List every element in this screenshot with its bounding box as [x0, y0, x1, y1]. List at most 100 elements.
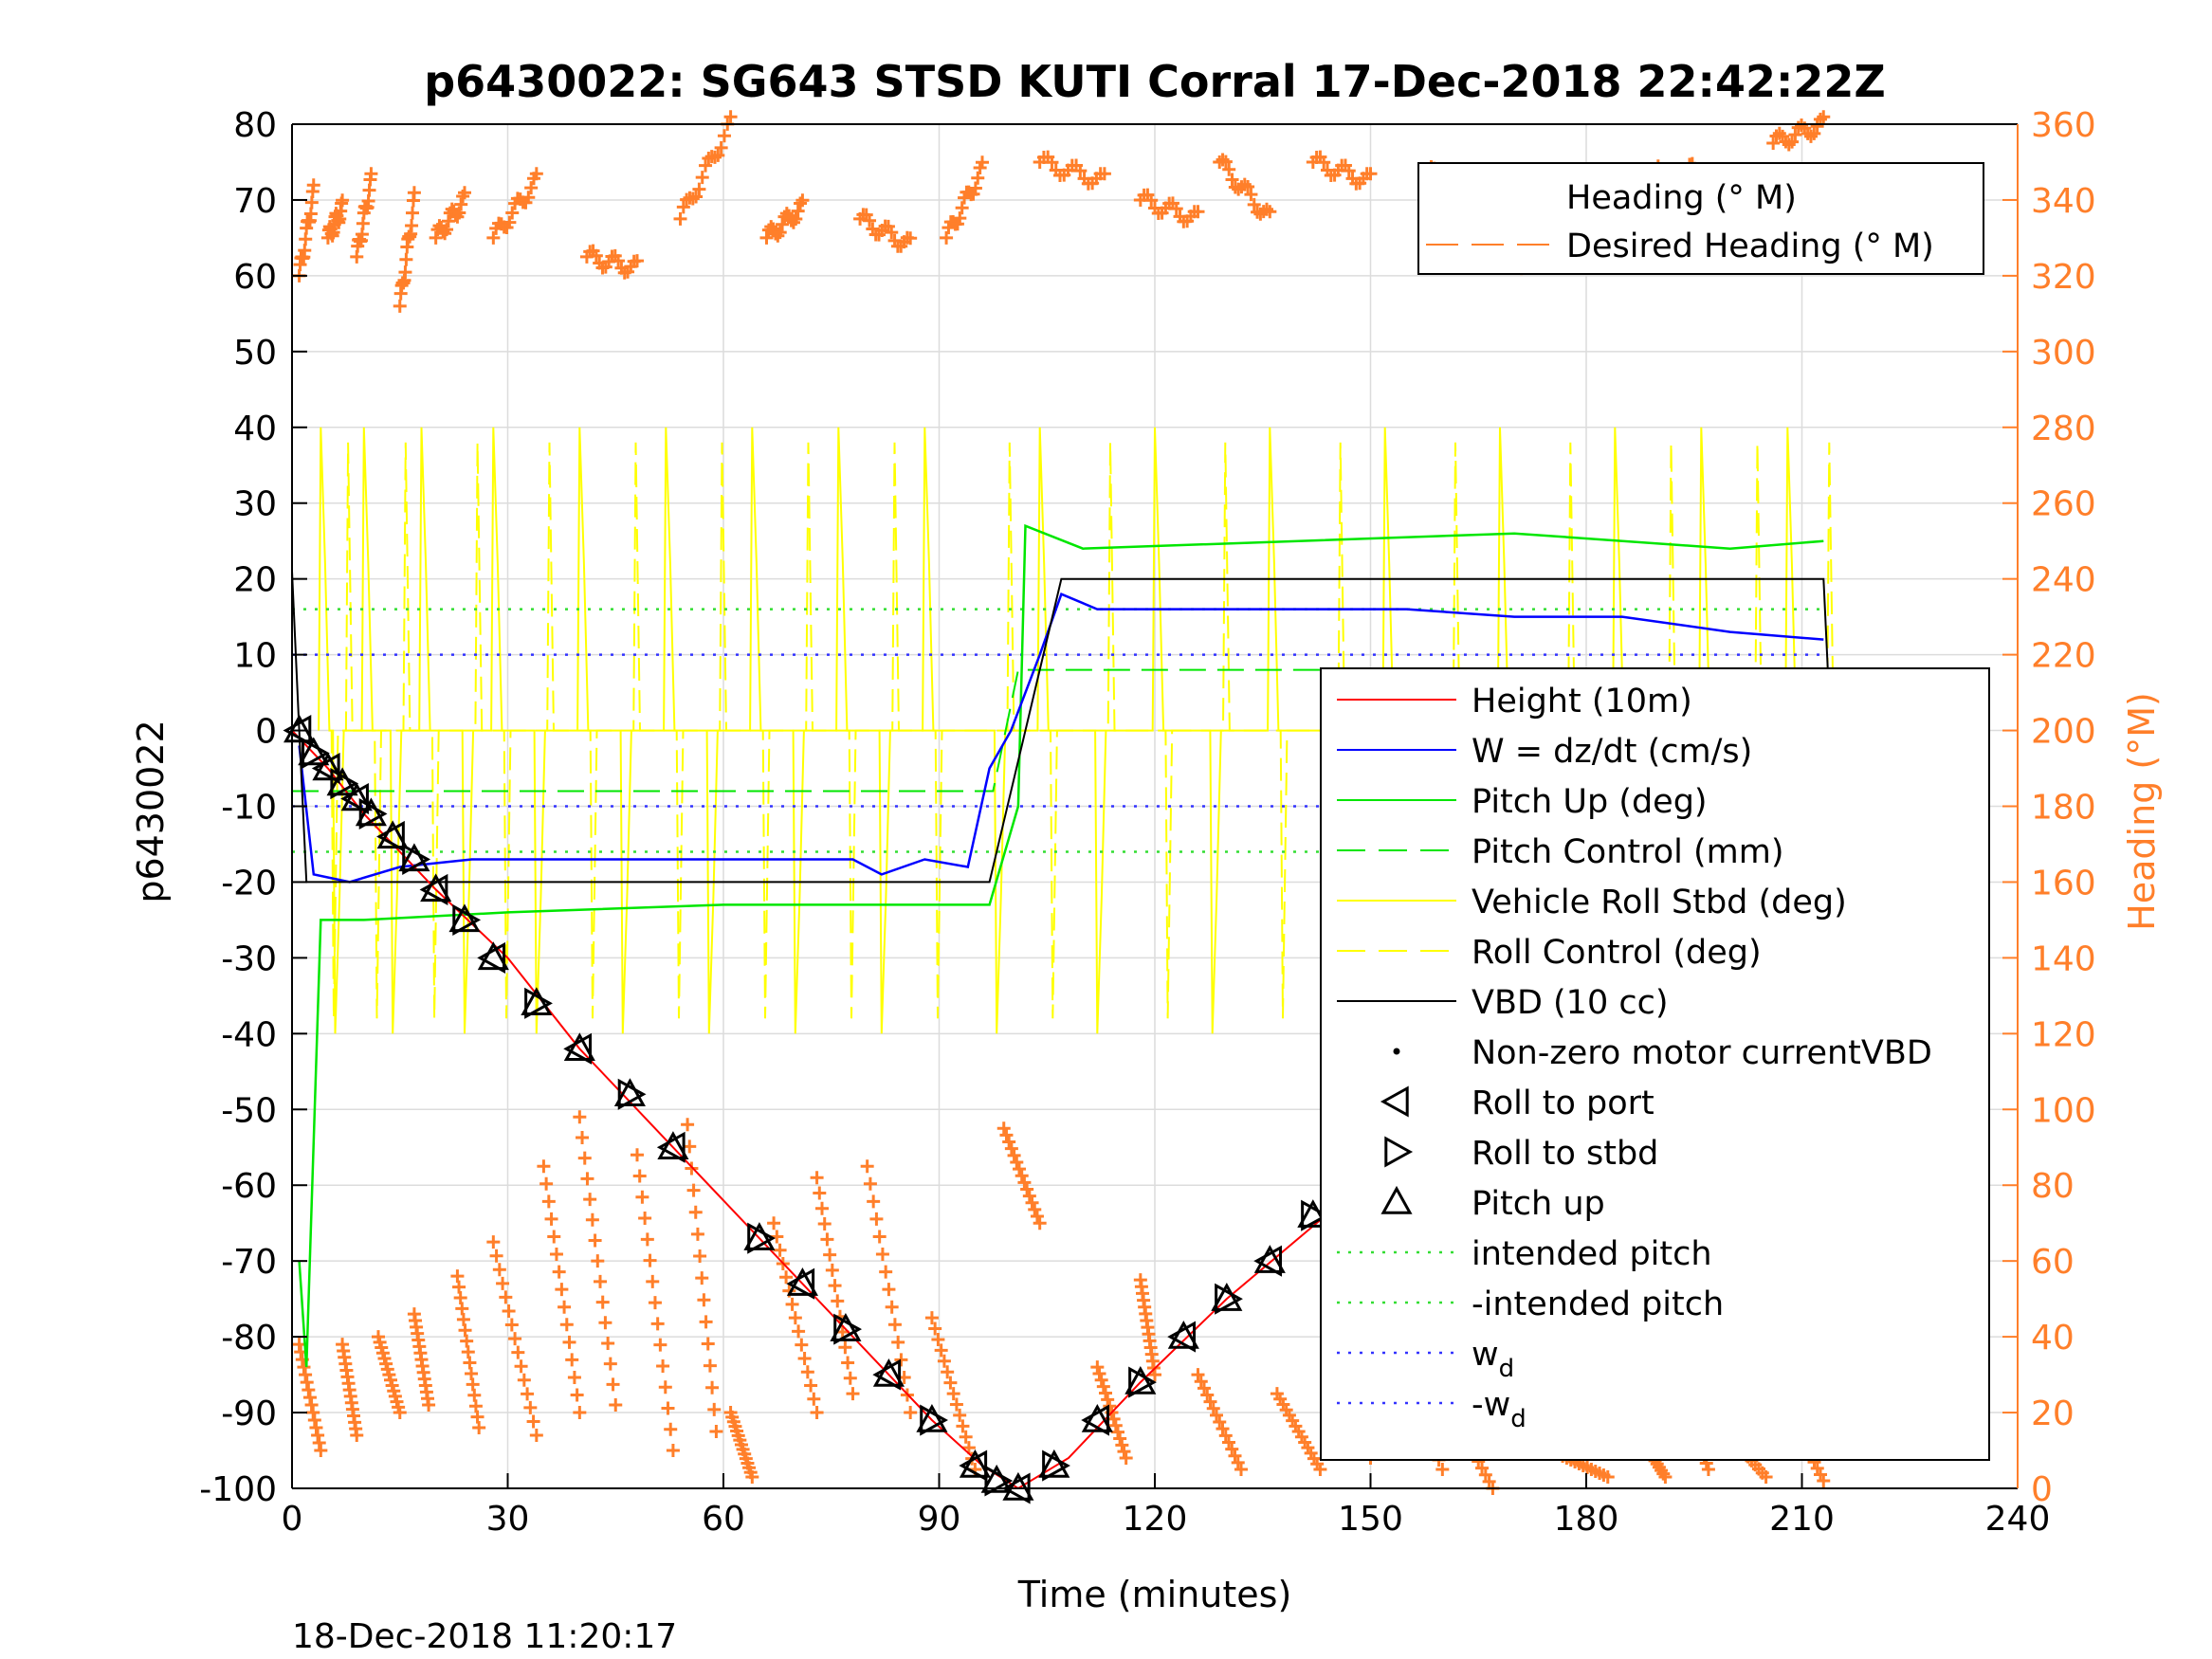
heading-point: [453, 1291, 467, 1304]
heading-point: [1194, 1375, 1208, 1389]
heading-point: [941, 1365, 955, 1379]
heading-point: [559, 1318, 574, 1332]
heading-point: [650, 1317, 665, 1331]
heading-point: [1103, 1399, 1117, 1413]
heading-point: [635, 1190, 649, 1204]
heading-point: [705, 1380, 720, 1395]
x-axis-label: Time (minutes): [1017, 1574, 1292, 1615]
heading-point: [504, 1318, 519, 1332]
heading-point: [759, 230, 774, 245]
heading-point: [695, 171, 709, 185]
heading-point: [314, 1444, 328, 1458]
heading-point: [673, 211, 687, 226]
pitch-up-marker: [563, 1032, 595, 1062]
pitch-up-marker: [657, 1131, 689, 1159]
heading-point: [764, 220, 778, 234]
heading-point: [555, 1283, 569, 1297]
heading-point: [508, 1332, 522, 1346]
heading-point: [875, 1248, 889, 1262]
heading-point: [521, 1387, 535, 1401]
heading-point: [299, 232, 313, 246]
pitch-up-marker: [477, 941, 509, 971]
heading-point: [934, 1343, 948, 1358]
heading-point: [1263, 205, 1277, 219]
heading-point: [489, 1249, 503, 1263]
legend-label: Roll to port: [1472, 1085, 1654, 1122]
heading-point: [714, 140, 728, 155]
heading-point: [1244, 188, 1258, 202]
heading-point: [505, 206, 520, 220]
pitch-up-marker: [1002, 1471, 1034, 1501]
y2-tick-label: 180: [2031, 789, 2096, 828]
heading-point: [302, 1391, 317, 1405]
heading-point: [458, 186, 471, 200]
heading-point: [658, 1380, 672, 1395]
heading-point: [393, 299, 407, 313]
legend-swatch: [1380, 1085, 1409, 1118]
heading-point: [904, 1406, 918, 1420]
y2-tick-label: 60: [2031, 1243, 2075, 1282]
y2-tick-label: 200: [2031, 713, 2096, 752]
heading-point: [549, 1248, 563, 1262]
heading-point: [299, 1368, 313, 1382]
heading-point: [544, 1212, 558, 1226]
legend-label: Pitch Control (mm): [1472, 833, 1783, 871]
roll-to-port-marker: [872, 1358, 902, 1391]
heading-point: [1231, 1455, 1245, 1469]
heading-point: [1785, 135, 1800, 149]
y-tick-label: 30: [233, 485, 277, 524]
roll-to-port-marker: [311, 752, 340, 785]
heading-point: [1013, 1162, 1026, 1176]
heading-point: [1435, 1463, 1450, 1477]
heading-point: [1096, 1379, 1110, 1394]
heading-point: [565, 1353, 579, 1367]
y2-axis-label: Heading (°M): [2121, 692, 2163, 931]
heading-point: [1218, 155, 1233, 169]
heading-point: [529, 1429, 543, 1443]
y2-tick-label: 340: [2031, 182, 2096, 221]
roll-to-port-marker: [1081, 1404, 1110, 1436]
pitch-up-marker: [959, 1449, 991, 1478]
pitch-up-marker: [326, 767, 358, 796]
heading-point: [1478, 1468, 1492, 1482]
heading-point: [711, 148, 725, 162]
heading-point: [440, 223, 454, 237]
heading-point: [496, 1276, 510, 1290]
heading-point: [521, 191, 536, 205]
roll-to-port-marker: [959, 1449, 988, 1482]
legend-main: Height (10m) W = dz/dt (cm/s) Pitch Up (de…: [1320, 667, 1990, 1461]
heading-point: [1030, 1210, 1044, 1224]
heading-point: [843, 1371, 857, 1385]
heading-point: [576, 1130, 590, 1144]
roll-to-stbd-marker: [617, 1078, 647, 1110]
heading-point: [879, 1265, 893, 1279]
heading-point: [795, 193, 810, 208]
roll-to-stbd-marker: [524, 987, 553, 1019]
x-tick-label: 60: [702, 1500, 745, 1539]
heading-point: [1216, 1422, 1230, 1436]
heading-point: [676, 200, 690, 214]
heading-point: [792, 1324, 806, 1339]
heading-point: [797, 1351, 812, 1365]
heading-point: [1099, 1386, 1112, 1400]
heading-point: [685, 1161, 699, 1176]
heading-point: [486, 1235, 501, 1249]
heading-point: [1101, 1393, 1115, 1407]
heading-point: [846, 1387, 860, 1401]
roll-to-stbd-marker: [833, 1313, 863, 1345]
heading-point: [1033, 1216, 1047, 1231]
heading-point: [773, 1243, 787, 1257]
pitch-up-marker: [1211, 1283, 1243, 1311]
heading-point: [810, 1171, 824, 1185]
heading-point: [779, 207, 794, 221]
pitch-up-marker: [340, 782, 373, 811]
heading-point: [817, 1217, 832, 1231]
heading-point: [863, 213, 877, 228]
heading-point: [1234, 1463, 1248, 1477]
y-tick-label: 80: [233, 106, 277, 145]
heading-point: [968, 181, 982, 195]
heading-point: [961, 1441, 976, 1455]
heading-point: [940, 230, 954, 245]
roll-to-port-marker: [477, 941, 506, 974]
series-layer: [283, 110, 1835, 1504]
